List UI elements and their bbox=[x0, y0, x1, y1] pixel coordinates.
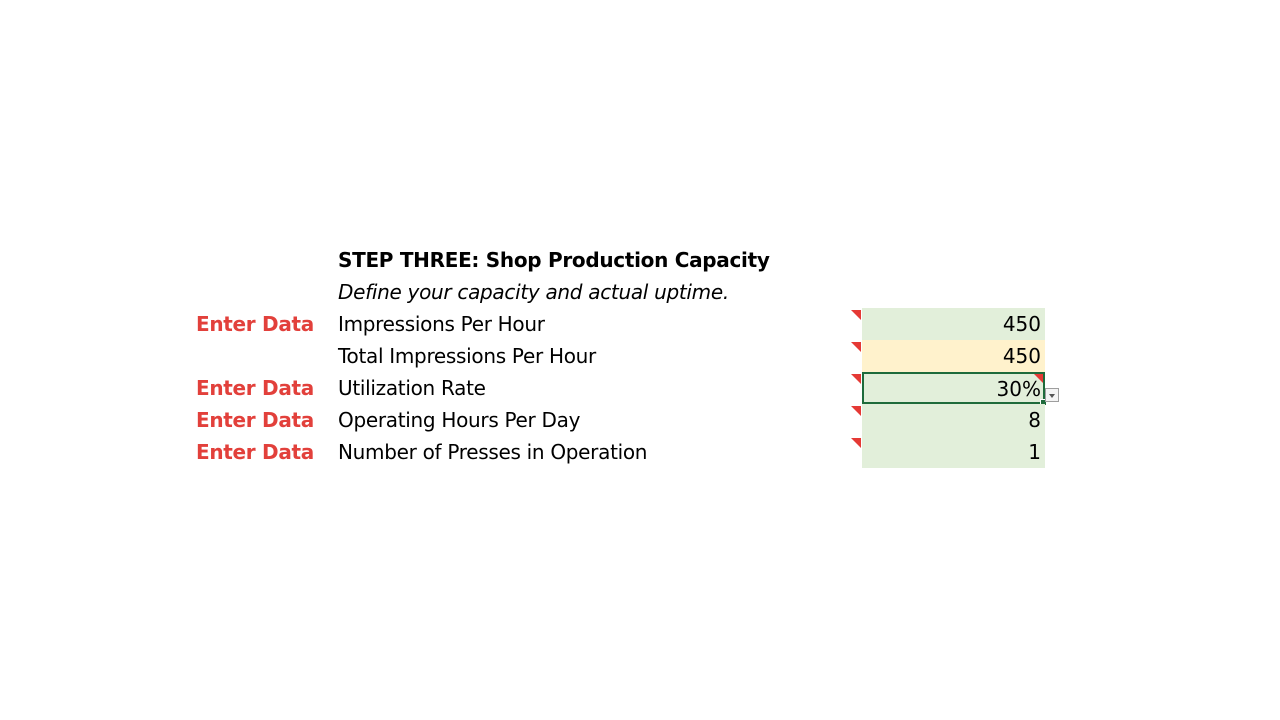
section-title: STEP THREE: Shop Production Capacity bbox=[338, 248, 770, 272]
cell-value: 8 bbox=[1028, 408, 1041, 432]
utilization-rate-cell[interactable]: 30% bbox=[862, 372, 1047, 406]
impressions-per-hour-cell[interactable]: 450 bbox=[862, 308, 1045, 340]
section-subtitle: Define your capacity and actual uptime. bbox=[338, 280, 729, 304]
row-number-of-presses: Enter Data Number of Presses in Operatio… bbox=[0, 436, 1280, 468]
enter-data-label: Enter Data bbox=[195, 376, 314, 400]
comment-marker-icon[interactable] bbox=[851, 406, 861, 416]
comment-marker-icon[interactable] bbox=[851, 374, 861, 384]
number-of-presses-cell[interactable]: 1 bbox=[862, 436, 1045, 468]
enter-data-label: Enter Data bbox=[195, 440, 314, 464]
enter-data-label: Enter Data bbox=[195, 408, 314, 432]
comment-marker-icon[interactable] bbox=[851, 438, 861, 448]
row-label: Impressions Per Hour bbox=[338, 312, 545, 336]
row-total-impressions-per-hour: Total Impressions Per Hour 450 bbox=[0, 340, 1280, 372]
row-label: Operating Hours Per Day bbox=[338, 408, 581, 432]
row-label: Total Impressions Per Hour bbox=[338, 344, 596, 368]
dropdown-arrow-icon[interactable] bbox=[1045, 388, 1059, 402]
enter-data-label: Enter Data bbox=[195, 312, 314, 336]
comment-marker-icon bbox=[1034, 374, 1043, 383]
row-label: Utilization Rate bbox=[338, 376, 486, 400]
row-label: Number of Presses in Operation bbox=[338, 440, 648, 464]
cell-value: 30% bbox=[996, 377, 1041, 401]
cell-value: 450 bbox=[1002, 344, 1041, 368]
cell-value: 450 bbox=[1002, 312, 1041, 336]
operating-hours-per-day-cell[interactable]: 8 bbox=[862, 404, 1045, 436]
row-utilization-rate: Enter Data Utilization Rate 30% bbox=[0, 372, 1280, 406]
comment-marker-icon[interactable] bbox=[851, 342, 861, 352]
row-impressions-per-hour: Enter Data Impressions Per Hour 450 bbox=[0, 308, 1280, 340]
comment-marker-icon[interactable] bbox=[851, 310, 861, 320]
total-impressions-per-hour-cell[interactable]: 450 bbox=[862, 340, 1045, 372]
cell-value: 1 bbox=[1028, 440, 1041, 464]
row-operating-hours-per-day: Enter Data Operating Hours Per Day 8 bbox=[0, 404, 1280, 436]
